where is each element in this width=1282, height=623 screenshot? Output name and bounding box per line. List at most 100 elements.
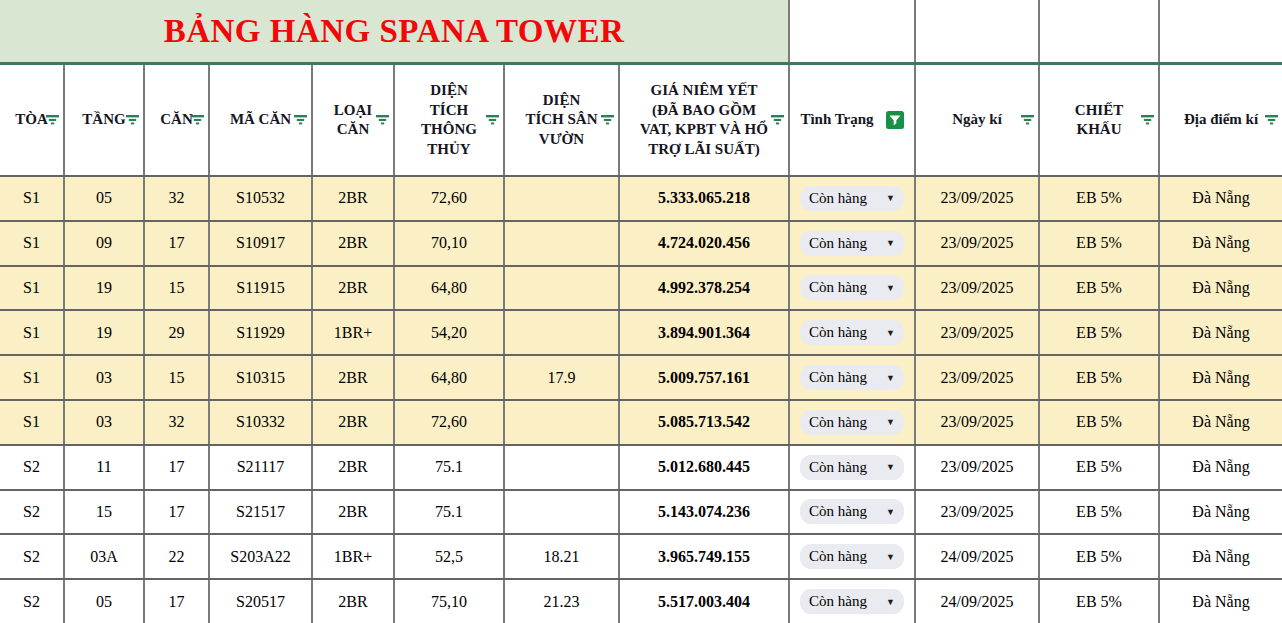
filter-icon[interactable] [1021, 115, 1035, 126]
status-dropdown[interactable]: Còn hàng ▼ [800, 589, 904, 614]
cell-chiet-khau: EB 5% [1040, 311, 1160, 354]
cell-dien-tich-san-vuon [505, 491, 620, 534]
status-dropdown-label: Còn hàng [809, 190, 867, 207]
cell-toa: S1 [0, 177, 65, 220]
status-dropdown[interactable]: Còn hàng ▼ [800, 275, 904, 300]
chevron-down-icon: ▼ [886, 283, 895, 293]
cell-dia-diem-ki: Đà Nẵng [1160, 177, 1282, 220]
filter-icon[interactable] [1141, 115, 1155, 126]
status-dropdown-label: Còn hàng [809, 593, 867, 610]
cell-dien-tich-thong-thuy: 75,10 [395, 580, 505, 623]
table-row: S2 03A 22 S203A22 1BR+ 52,5 18.21 3.965.… [0, 535, 1282, 580]
status-dropdown[interactable]: Còn hàng ▼ [800, 365, 904, 390]
cell-loai-can: 2BR [313, 446, 395, 489]
filter-icon[interactable] [126, 115, 140, 126]
cell-dia-diem-ki: Đà Nẵng [1160, 491, 1282, 534]
cell-ngay-ki: 23/09/2025 [916, 491, 1040, 534]
cell-dien-tich-thong-thuy: 72,60 [395, 177, 505, 220]
cell-loai-can: 1BR+ [313, 311, 395, 354]
table-row: S1 03 32 S10332 2BR 72,60 5.085.713.542 … [0, 401, 1282, 446]
cell-dia-diem-ki: Đà Nẵng [1160, 401, 1282, 444]
cell-ngay-ki: 23/09/2025 [916, 446, 1040, 489]
chevron-down-icon: ▼ [886, 597, 895, 607]
filter-icon[interactable] [191, 115, 205, 126]
chevron-down-icon: ▼ [886, 462, 895, 472]
table-row: S1 03 15 S10315 2BR 64,80 17.9 5.009.757… [0, 356, 1282, 401]
cell-tinh-trang: Còn hàng ▼ [790, 356, 916, 399]
col-header-toa: TÒA [0, 65, 65, 175]
cell-toa: S1 [0, 356, 65, 399]
cell-can: 29 [145, 311, 210, 354]
status-dropdown-label: Còn hàng [809, 503, 867, 520]
cell-tang: 03 [65, 356, 145, 399]
table-row: S1 09 17 S10917 2BR 70,10 4.724.020.456 … [0, 222, 1282, 267]
cell-toa: S1 [0, 311, 65, 354]
status-dropdown-label: Còn hàng [809, 459, 867, 476]
cell-toa: S1 [0, 222, 65, 265]
cell-chiet-khau: EB 5% [1040, 267, 1160, 310]
cell-ngay-ki: 23/09/2025 [916, 222, 1040, 265]
cell-tang: 11 [65, 446, 145, 489]
col-header-dien-tich-san-vuon: DIỆN TÍCH SÂN VƯỜN [505, 65, 620, 175]
cell-tinh-trang: Còn hàng ▼ [790, 401, 916, 444]
cell-gia-niem-yet: 5.085.713.542 [620, 401, 790, 444]
cell-gia-niem-yet: 5.333.065.218 [620, 177, 790, 220]
chevron-down-icon: ▼ [886, 328, 895, 338]
chevron-down-icon: ▼ [886, 193, 895, 203]
cell-tinh-trang: Còn hàng ▼ [790, 446, 916, 489]
cell-tinh-trang: Còn hàng ▼ [790, 535, 916, 578]
status-dropdown-label: Còn hàng [809, 324, 867, 341]
table-row: S2 11 17 S21117 2BR 75.1 5.012.680.445 C… [0, 446, 1282, 491]
cell-gia-niem-yet: 4.992.378.254 [620, 267, 790, 310]
cell-ngay-ki: 23/09/2025 [916, 177, 1040, 220]
cell-dien-tich-thong-thuy: 64,80 [395, 267, 505, 310]
filter-icon[interactable] [601, 115, 615, 126]
chevron-down-icon: ▼ [886, 552, 895, 562]
chevron-down-icon: ▼ [886, 417, 895, 427]
filter-icon[interactable] [294, 115, 308, 126]
cell-chiet-khau: EB 5% [1040, 401, 1160, 444]
status-dropdown[interactable]: Còn hàng ▼ [800, 231, 904, 256]
table-row: S1 19 29 S11929 1BR+ 54,20 3.894.901.364… [0, 311, 1282, 356]
cell-ma-can: S10315 [210, 356, 313, 399]
filter-icon[interactable] [486, 115, 500, 126]
table-row: S2 05 17 S20517 2BR 75,10 21.23 5.517.00… [0, 580, 1282, 623]
cell-can: 17 [145, 491, 210, 534]
cell-tang: 09 [65, 222, 145, 265]
cell-dien-tich-san-vuon: 21.23 [505, 580, 620, 623]
status-dropdown[interactable]: Còn hàng ▼ [800, 186, 904, 211]
filter-icon[interactable] [1265, 115, 1279, 126]
cell-dien-tich-thong-thuy: 75.1 [395, 446, 505, 489]
filter-icon[interactable] [771, 115, 785, 126]
cell-tang: 05 [65, 177, 145, 220]
cell-gia-niem-yet: 5.143.074.236 [620, 491, 790, 534]
status-dropdown-label: Còn hàng [809, 235, 867, 252]
cell-loai-can: 2BR [313, 356, 395, 399]
cell-tang: 03A [65, 535, 145, 578]
status-dropdown[interactable]: Còn hàng ▼ [800, 499, 904, 524]
filter-icon[interactable] [376, 115, 390, 126]
cell-ngay-ki: 23/09/2025 [916, 356, 1040, 399]
status-dropdown[interactable]: Còn hàng ▼ [800, 320, 904, 345]
cell-gia-niem-yet: 5.012.680.445 [620, 446, 790, 489]
cell-can: 32 [145, 401, 210, 444]
empty-cell [1040, 0, 1160, 62]
status-dropdown[interactable]: Còn hàng ▼ [800, 544, 904, 569]
sheet-title-cell: BẢNG HÀNG SPANA TOWER [0, 0, 790, 62]
cell-ngay-ki: 24/09/2025 [916, 580, 1040, 623]
cell-chiet-khau: EB 5% [1040, 535, 1160, 578]
filter-icon[interactable] [46, 115, 60, 126]
chevron-down-icon: ▼ [886, 238, 895, 248]
title-row: BẢNG HÀNG SPANA TOWER [0, 0, 1282, 65]
cell-ma-can: S20517 [210, 580, 313, 623]
status-dropdown[interactable]: Còn hàng ▼ [800, 410, 904, 435]
cell-can: 15 [145, 267, 210, 310]
status-dropdown[interactable]: Còn hàng ▼ [800, 455, 904, 480]
cell-ma-can: S11915 [210, 267, 313, 310]
status-dropdown-label: Còn hàng [809, 279, 867, 296]
active-filter-icon[interactable] [886, 111, 904, 129]
cell-toa: S2 [0, 580, 65, 623]
cell-ma-can: S10532 [210, 177, 313, 220]
cell-chiet-khau: EB 5% [1040, 491, 1160, 534]
cell-can: 15 [145, 356, 210, 399]
